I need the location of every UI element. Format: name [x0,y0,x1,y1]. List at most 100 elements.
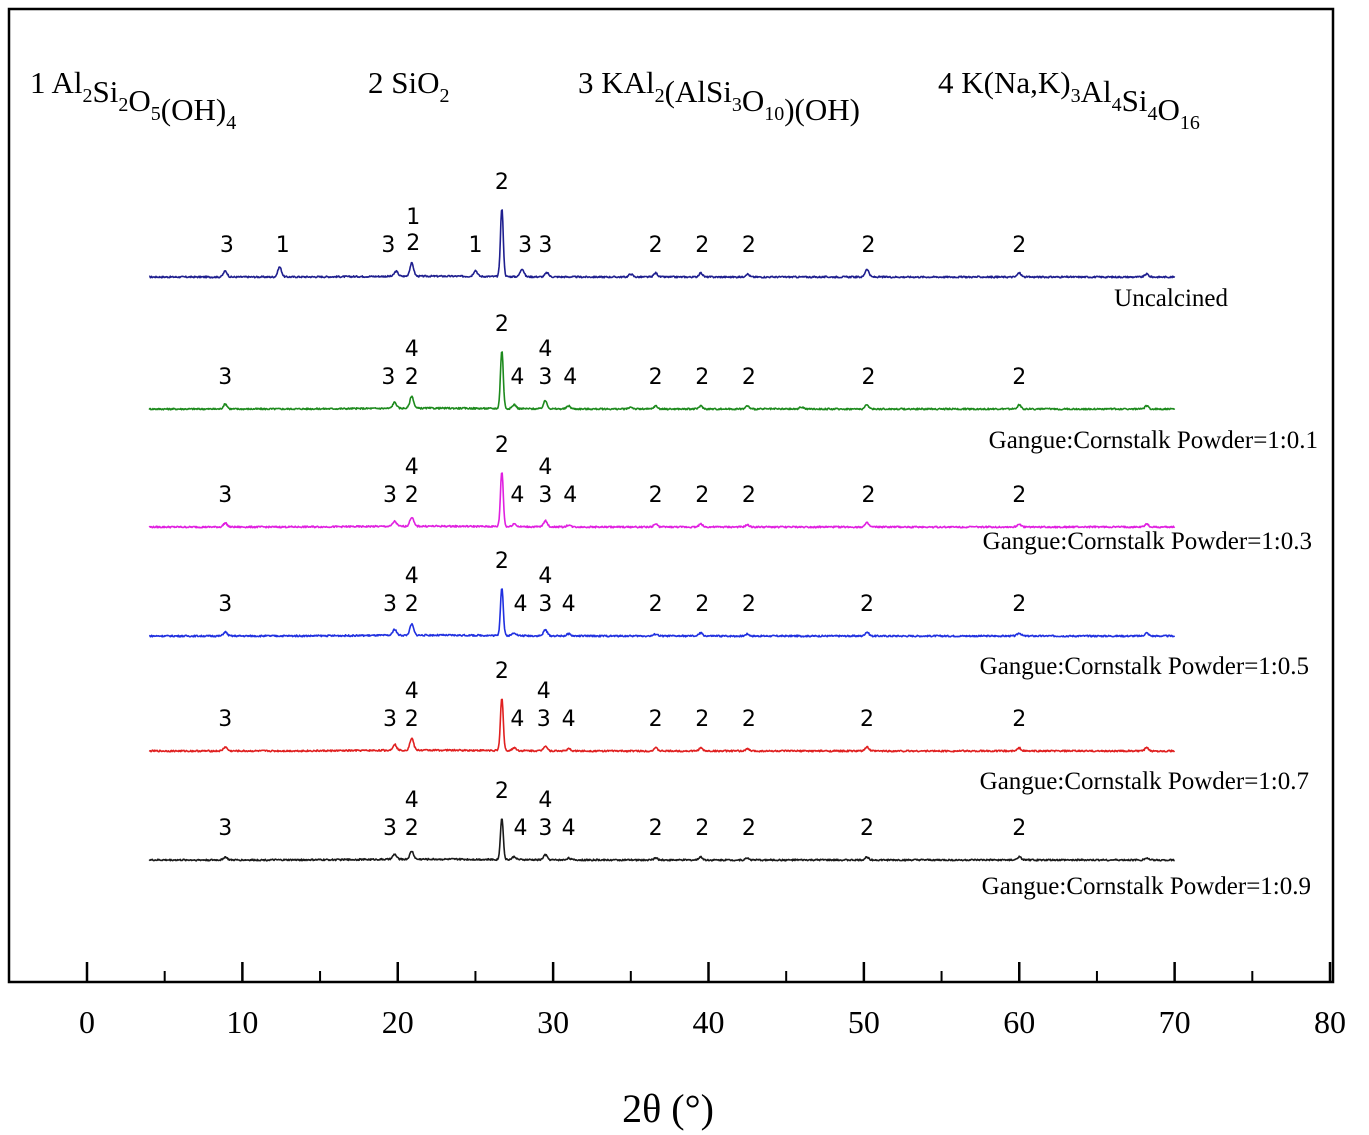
peak-label: 2 [405,592,419,617]
peak-label: 2 [649,592,663,617]
peak-label: 4 [513,816,527,841]
x-tick-label: 40 [693,1004,725,1040]
peak-label: 3 [383,707,397,732]
x-tick-label: 20 [382,1004,414,1040]
peak-label: 2 [649,707,663,732]
peak-label: 3 [538,816,552,841]
peak-label: 4 [562,816,576,841]
formula-subscript: 2 [118,94,128,116]
formula-part: K(Na,K) [961,65,1070,100]
legend-number: 1 [30,65,52,100]
formula-subscript: 3 [732,94,742,116]
peak-label: 2 [742,592,756,617]
peak-label: 3 [381,365,395,390]
series-line [148,818,1175,862]
peak-label: 3 [518,233,532,258]
peak-label: 2 [1012,816,1026,841]
series-line [149,588,1176,638]
peak-label: 1 [276,233,290,258]
formula-part: Si [1122,83,1148,118]
peak-label: 2 [405,483,419,508]
peak-label: 2 [1012,483,1026,508]
peak-label: 4 [538,337,552,362]
peak-label: 3 [538,365,552,390]
peak-label: 2 [860,592,874,617]
x-tick-label: 30 [537,1004,569,1040]
peak-label: 4 [405,455,419,480]
peak-label: 2 [742,483,756,508]
peak-label: 2 [862,483,876,508]
formula-subscript: 3 [1071,85,1081,107]
formula-subscript: 5 [151,103,161,125]
peak-label: 4 [538,788,552,813]
legend-entry-4: 4 K(Na,K)3Al4Si4O16 [938,65,1200,134]
peak-label: 2 [1012,233,1026,258]
legend-entry-2: 2 SiO2 [368,65,450,107]
peak-label: 2 [695,707,709,732]
legend-entry-3: 3 KAl2(AlSi3O10)(OH) [578,65,860,127]
peak-label: 4 [510,483,524,508]
x-tick-label: 10 [226,1004,258,1040]
legend-number: 4 [938,65,961,100]
peak-label: 4 [563,365,577,390]
series-name: Gangue:Cornstalk Powder=1:0.5 [980,653,1309,680]
peak-label: 2 [649,233,663,258]
legend-number: 3 [578,65,601,100]
peak-label: 2 [495,433,509,458]
peak-label: 2 [1012,707,1026,732]
legend-entry-1: 1 Al2Si2O5(OH)4 [30,65,236,134]
series-name: Gangue:Cornstalk Powder=1:0.3 [983,528,1312,555]
formula-part: Al [52,65,83,100]
formula-subscript: 2 [440,85,450,107]
peak-label: 2 [495,312,509,337]
peak-label: 1 [468,233,482,258]
formula-part: (OH) [161,92,226,127]
peak-label: 2 [742,707,756,732]
peak-label: 4 [562,592,576,617]
x-tick-label: 80 [1314,1004,1346,1040]
peak-label: 2 [860,816,874,841]
formula-part: KAl [601,65,654,100]
peak-label: 4 [405,788,419,813]
peak-label: 3 [220,233,234,258]
peak-label: 2 [742,365,756,390]
peak-label: 2 [742,816,756,841]
peak-label: 3 [538,233,552,258]
peak-label: 2 [695,365,709,390]
series-line [149,209,1176,279]
peak-label: 1 [406,205,420,230]
formula-part: SiO [391,65,439,100]
peak-label: 4 [538,455,552,480]
peak-label: 2 [860,707,874,732]
formula-part: Si [93,74,119,109]
peak-label: 3 [381,233,395,258]
peak-label: 4 [405,564,419,589]
peak-label: 3 [218,816,232,841]
formula-part: O [742,83,764,118]
peak-label: 4 [405,337,419,362]
peak-label: 3 [383,816,397,841]
peak-label: 4 [562,707,576,732]
peak-label: 2 [495,779,509,804]
peak-label: 2 [695,483,709,508]
x-tick-label: 60 [1003,1004,1035,1040]
peak-label: 3 [537,707,551,732]
formula-subscript: 10 [764,103,784,125]
peak-label: 4 [405,679,419,704]
formula-part: O [128,83,150,118]
peak-label: 2 [1012,592,1026,617]
legend-number: 2 [368,65,391,100]
peak-label: 4 [563,483,577,508]
series-name: Gangue:Cornstalk Powder=1:0.7 [980,768,1309,795]
peak-label: 3 [218,365,232,390]
formula-part: (AlSi [665,74,733,109]
peak-label: 3 [383,483,397,508]
formula-part: Al [1081,74,1112,109]
formula-subscript: 16 [1180,112,1200,134]
